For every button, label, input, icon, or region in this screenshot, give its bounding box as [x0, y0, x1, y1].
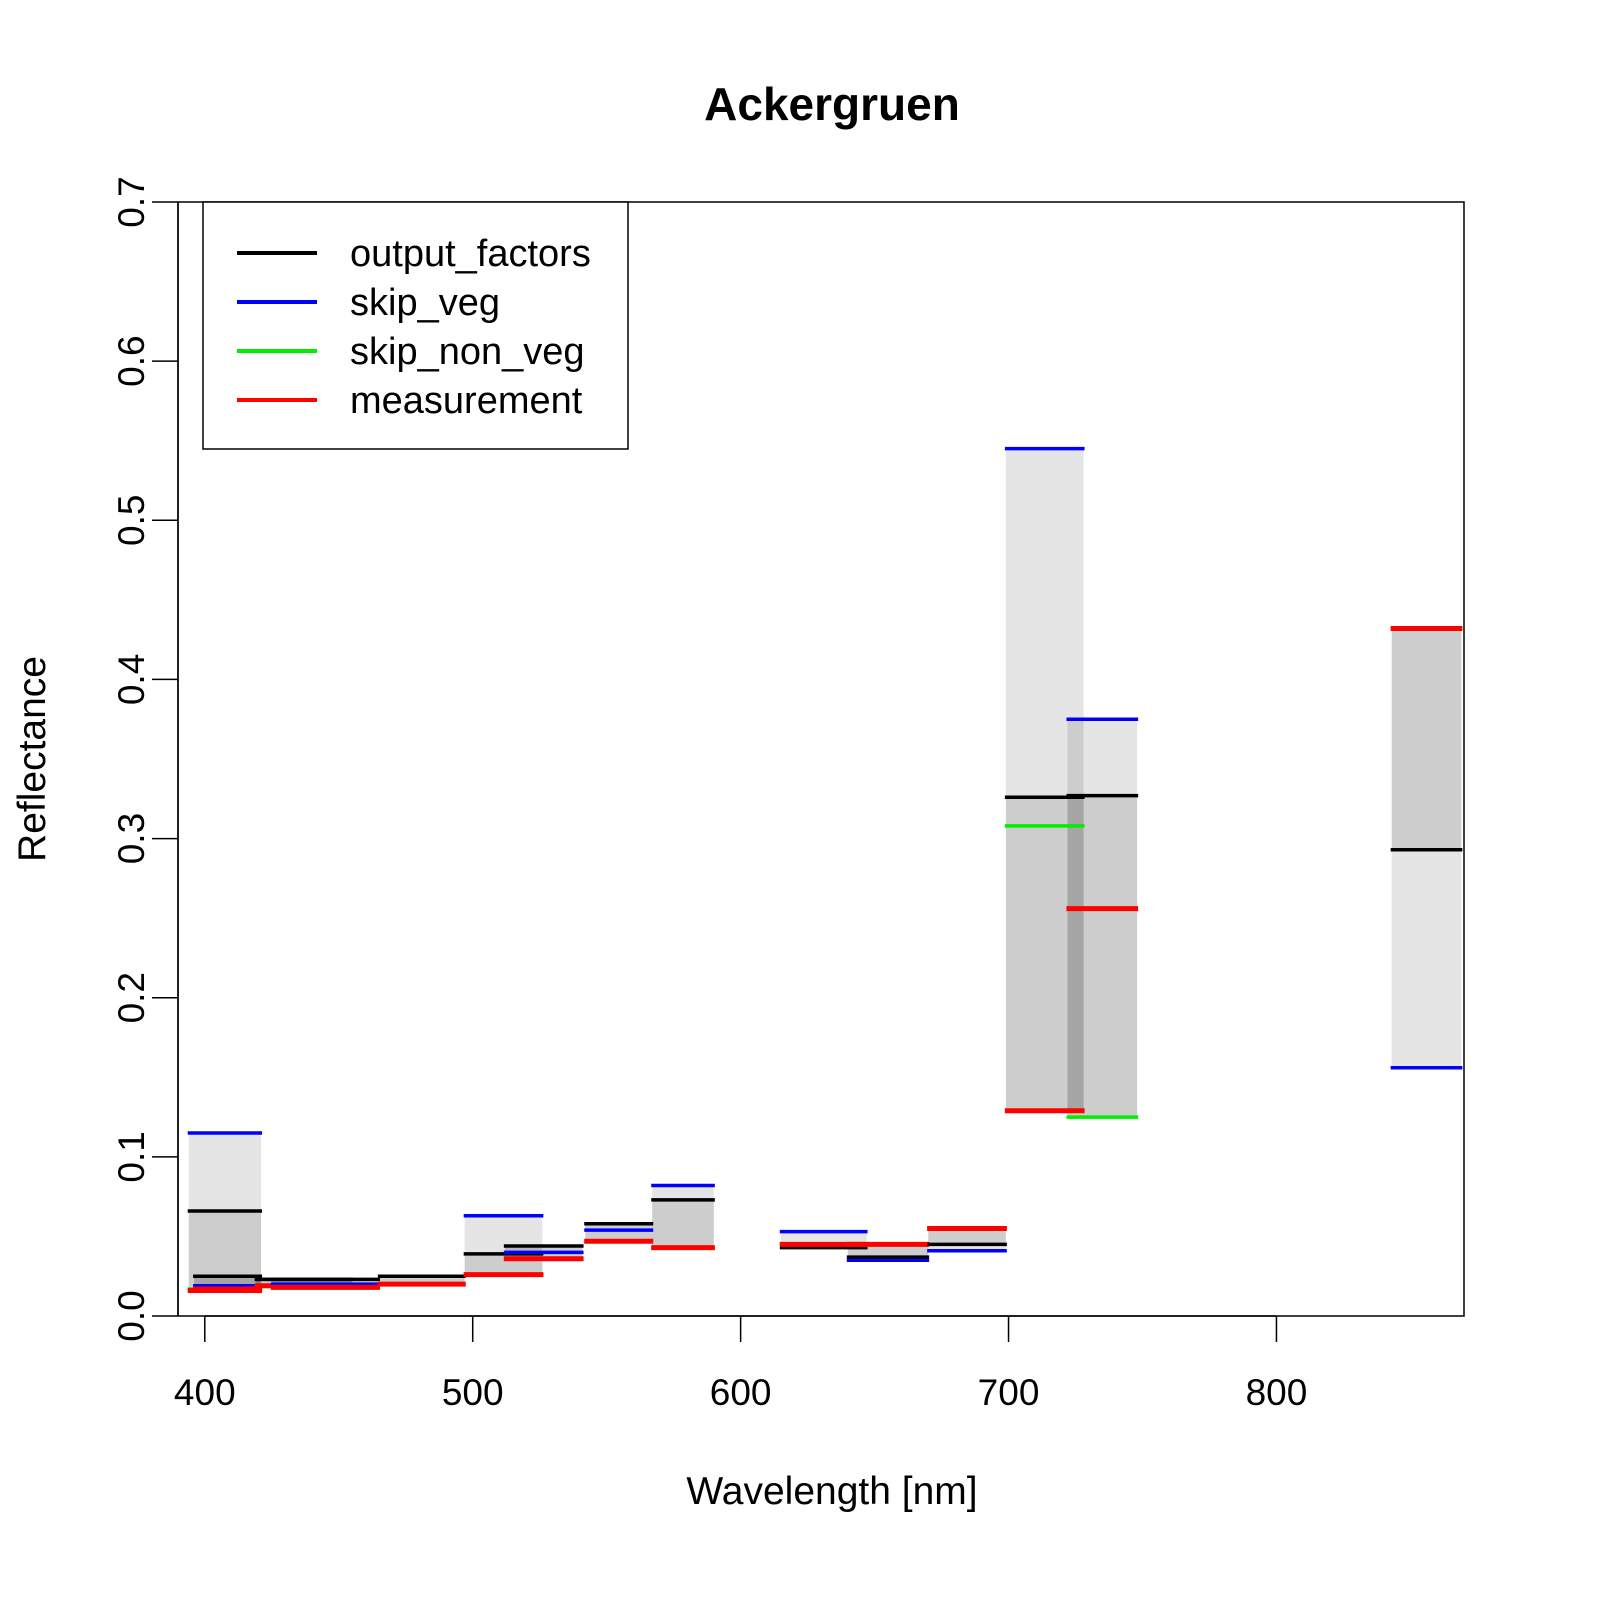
y-axis-label: Reflectance	[11, 656, 54, 862]
x-tick-label: 500	[442, 1372, 504, 1413]
band-inner-rect	[1005, 797, 1084, 1111]
x-axis-label: Wavelength [nm]	[686, 1470, 977, 1513]
band-inner-rect	[585, 1223, 653, 1242]
band-inner-rect	[652, 1199, 714, 1248]
legend-label: skip_non_veg	[350, 331, 585, 373]
x-tick-label: 800	[1246, 1372, 1308, 1413]
legend-label: output_factors	[350, 233, 591, 275]
legend: output_factors skip_veg skip_non_vegmeasur…	[202, 201, 629, 450]
band-inner-rect	[1067, 795, 1138, 1118]
band-inner-rect	[1391, 628, 1462, 850]
series-lines	[187, 446, 1463, 1294]
band-outer-rect	[1067, 719, 1138, 1118]
y-tick-label: 0.6	[111, 335, 152, 386]
y-tick-label: 0.7	[111, 176, 152, 227]
y-tick-label: 0.0	[111, 1290, 152, 1341]
legend-label: skip_veg	[350, 282, 500, 324]
y-tick-label: 0.3	[111, 813, 152, 864]
y-tick-label: 0.5	[111, 495, 152, 546]
chart-title: Ackergruen	[704, 78, 960, 130]
band-outer-rect	[1005, 448, 1084, 1111]
x-tick-label: 700	[978, 1372, 1040, 1413]
x-axis: 400 500 600 700 800	[174, 1315, 1308, 1413]
band-inner-rect	[378, 1276, 465, 1285]
legend-box	[202, 201, 629, 450]
band-outer-rect	[378, 1276, 465, 1285]
x-tick-label: 600	[710, 1372, 772, 1413]
band-outer-rect	[652, 1185, 714, 1248]
legend-label: measurement	[350, 380, 583, 422]
band-inner-rect	[847, 1244, 929, 1258]
y-tick-label: 0.1	[111, 1131, 152, 1182]
band-outer-rect	[585, 1223, 653, 1242]
x-tick-label: 400	[174, 1372, 236, 1413]
y-tick-label: 0.2	[111, 972, 152, 1023]
y-tick-label: 0.4	[111, 654, 152, 705]
y-axis: 0.0 0.1 0.2 0.3 0.4 0.5 0.6 0.7	[111, 176, 179, 1342]
band-rects	[188, 448, 1462, 1291]
band-inner-rect	[928, 1228, 1006, 1245]
